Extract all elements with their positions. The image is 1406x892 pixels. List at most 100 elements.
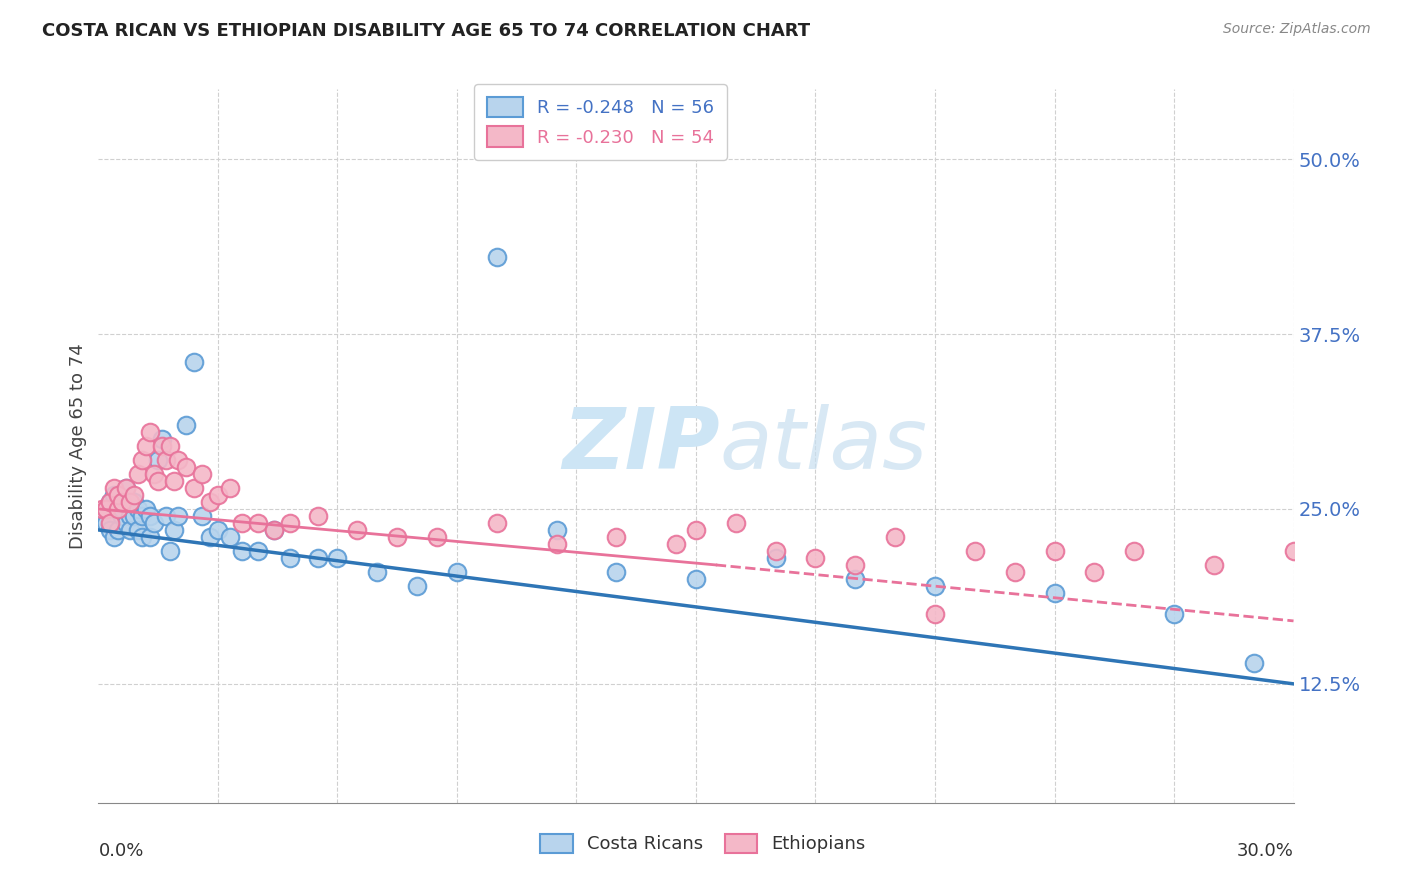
Point [326, 550, 349, 565]
Point [159, 544, 181, 558]
Text: 0.0%: 0.0% [98, 842, 143, 860]
Point [91, 502, 114, 516]
Point [765, 550, 787, 565]
Point [1083, 565, 1105, 579]
Point [91, 508, 114, 523]
Point [1004, 565, 1026, 579]
Point [278, 516, 301, 530]
Point [103, 481, 125, 495]
Point [107, 502, 129, 516]
Point [120, 495, 142, 509]
Point [924, 579, 946, 593]
Text: atlas: atlas [720, 404, 928, 488]
Point [263, 523, 285, 537]
Point [120, 508, 142, 523]
Point [167, 508, 190, 523]
Point [1282, 544, 1305, 558]
Point [98, 516, 122, 530]
Point [124, 508, 146, 523]
Point [98, 523, 122, 537]
Point [426, 530, 449, 544]
Point [219, 481, 242, 495]
Point [115, 516, 138, 530]
Point [1043, 586, 1066, 600]
Point [148, 474, 170, 488]
Point [96, 502, 118, 516]
Point [485, 516, 508, 530]
Point [685, 523, 707, 537]
Point [174, 460, 197, 475]
Point [207, 523, 229, 537]
Point [191, 467, 214, 481]
Point [278, 550, 301, 565]
Point [115, 481, 138, 495]
Point [111, 495, 134, 509]
Point [139, 508, 162, 523]
Point [1163, 607, 1185, 621]
Legend: Costa Ricans, Ethiopians: Costa Ricans, Ethiopians [533, 826, 873, 861]
Point [148, 453, 170, 467]
Point [685, 572, 707, 586]
Point [115, 481, 138, 495]
Point [183, 355, 205, 369]
Point [96, 502, 118, 516]
Point [307, 508, 329, 523]
Point [665, 537, 688, 551]
Legend: R = -0.248   N = 56, R = -0.230   N = 54: R = -0.248 N = 56, R = -0.230 N = 54 [474, 84, 727, 160]
Point [135, 502, 157, 516]
Point [124, 495, 146, 509]
Point [131, 508, 153, 523]
Point [1243, 656, 1265, 670]
Point [307, 550, 329, 565]
Point [150, 432, 173, 446]
Point [150, 439, 173, 453]
Point [98, 495, 122, 509]
Text: COSTA RICAN VS ETHIOPIAN DISABILITY AGE 65 TO 74 CORRELATION CHART: COSTA RICAN VS ETHIOPIAN DISABILITY AGE … [42, 22, 810, 40]
Point [207, 488, 229, 502]
Point [1123, 544, 1146, 558]
Point [139, 530, 162, 544]
Point [127, 467, 149, 481]
Point [485, 250, 508, 264]
Point [135, 439, 157, 453]
Point [120, 523, 142, 537]
Point [844, 572, 866, 586]
Point [127, 523, 149, 537]
Point [107, 523, 129, 537]
Point [198, 530, 221, 544]
Point [231, 544, 253, 558]
Point [804, 550, 827, 565]
Point [406, 579, 429, 593]
Point [765, 544, 787, 558]
Point [263, 523, 285, 537]
Point [107, 495, 129, 509]
Point [546, 523, 568, 537]
Point [174, 417, 197, 432]
Point [546, 537, 568, 551]
Text: Source: ZipAtlas.com: Source: ZipAtlas.com [1223, 22, 1371, 37]
Point [605, 530, 627, 544]
Point [131, 453, 153, 467]
Point [231, 516, 253, 530]
Point [155, 508, 177, 523]
Point [143, 516, 166, 530]
Point [366, 565, 388, 579]
Point [446, 565, 468, 579]
Point [159, 439, 181, 453]
Point [246, 516, 269, 530]
Point [163, 523, 186, 537]
Text: ZIP: ZIP [562, 404, 720, 488]
Point [1202, 558, 1225, 572]
Point [131, 530, 153, 544]
Point [198, 495, 221, 509]
Point [1043, 544, 1066, 558]
Point [884, 530, 907, 544]
Point [107, 488, 129, 502]
Point [167, 453, 190, 467]
Point [963, 544, 986, 558]
Point [103, 488, 125, 502]
Point [844, 558, 866, 572]
Point [163, 474, 186, 488]
Point [724, 516, 747, 530]
Point [96, 516, 118, 530]
